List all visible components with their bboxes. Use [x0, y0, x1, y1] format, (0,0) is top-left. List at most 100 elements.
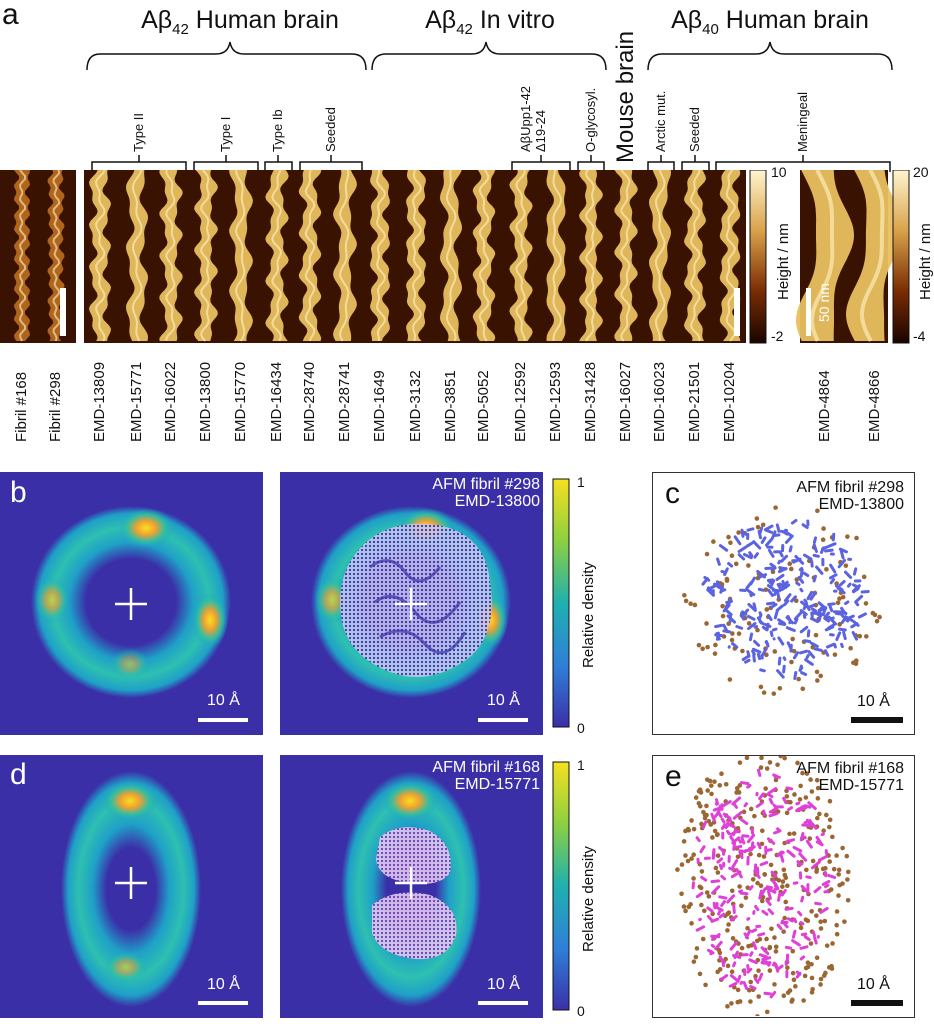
atom-dot [688, 902, 693, 907]
atom-dot [767, 760, 773, 765]
height-bar2-label: Height / nm [917, 223, 934, 300]
atom-dot [724, 578, 730, 583]
bond-line [753, 639, 761, 647]
bond-line [764, 537, 774, 547]
bond-line [739, 781, 750, 786]
atom-dot [843, 563, 849, 568]
bracket-arctic [647, 155, 675, 172]
atom-dot [824, 567, 829, 572]
bond-line [802, 571, 810, 578]
strip-label: EMD-31428 [582, 361, 599, 442]
atom-dot [809, 789, 815, 794]
atom-dot [675, 867, 680, 872]
atom-dot [723, 956, 728, 962]
bond-line [749, 576, 756, 586]
atom-dot [713, 865, 719, 871]
bond-line [753, 552, 759, 559]
atom-dot [818, 976, 824, 982]
bond-line [761, 647, 768, 656]
bond-line [716, 810, 723, 819]
atom-dot [712, 779, 717, 784]
atom-dot [699, 902, 704, 908]
bond-line [779, 854, 785, 863]
fibril-strip [406, 170, 426, 341]
bracket-meningeal [715, 155, 891, 172]
atom-dot [729, 553, 735, 559]
atom-dot [759, 898, 765, 904]
bond-line [706, 948, 715, 955]
bond-line [767, 890, 772, 900]
atom-dot [801, 998, 806, 1003]
atom-dot [784, 788, 789, 794]
bond-line [714, 623, 724, 629]
bond-line [846, 582, 852, 588]
bond-line [809, 641, 819, 648]
atom-dot [798, 783, 803, 789]
bond-line [695, 891, 704, 899]
atom-dot [793, 984, 798, 989]
atom-dot [764, 652, 769, 658]
bond-line [776, 850, 785, 858]
bond-line [728, 981, 738, 988]
bond-line [791, 939, 801, 947]
atom-dot [700, 646, 705, 652]
bond-line [710, 917, 720, 923]
bond-line [717, 804, 722, 813]
fibril-strip [846, 170, 904, 341]
bond-line [790, 518, 798, 525]
atom-dot [710, 835, 715, 840]
bond-line [758, 792, 765, 801]
atom-dot [784, 810, 790, 816]
scale-label-50nm: 50 nm [816, 283, 832, 322]
strip-label: EMD-16027 [617, 361, 634, 442]
atom-dot [789, 999, 795, 1004]
bond-line [799, 945, 809, 950]
bond-line [768, 797, 774, 805]
bond-line [765, 885, 773, 890]
atom-dot [772, 982, 777, 987]
atom-dot [796, 676, 801, 682]
strip-label: EMD-16022 [162, 361, 179, 442]
atom-dot [714, 832, 720, 838]
panel-letter-c: c [665, 477, 680, 510]
bond-line [767, 588, 775, 597]
atom-dot [842, 919, 847, 924]
bond-line [782, 664, 786, 674]
bond-line [838, 580, 846, 587]
bond-line [764, 640, 770, 646]
bond-line [722, 800, 732, 807]
bond-line [769, 602, 778, 609]
bond-line [799, 587, 804, 593]
scale-label-b-right: 10 Å [487, 692, 520, 709]
bond-line [743, 802, 749, 808]
sub-label-arctic: Arctic mut. [653, 90, 668, 152]
atom-dot [870, 610, 876, 616]
fibril-strip [265, 170, 289, 341]
atom-dot [823, 812, 829, 818]
bond-line [723, 567, 729, 577]
bond-line [760, 960, 771, 966]
atom-dot [759, 828, 765, 834]
bond-line [757, 972, 764, 982]
atom-dot [805, 960, 811, 965]
atom-dot [863, 601, 869, 606]
bond-line [792, 651, 800, 660]
atom-dot [791, 831, 797, 836]
density-d-min: 0 [577, 1003, 585, 1019]
atom-dot [694, 946, 700, 951]
bond-line [746, 650, 751, 658]
bond-line [795, 971, 802, 979]
bond-line [827, 873, 837, 879]
bond-line [767, 787, 778, 795]
bond-line [827, 602, 836, 606]
atom-dot [756, 852, 762, 858]
bond-line [753, 869, 761, 879]
bond-line [778, 566, 788, 571]
bond-line [827, 542, 837, 548]
atom-dot [761, 854, 767, 859]
bond-line [806, 629, 811, 638]
bond-line [793, 617, 799, 625]
atom-dot [785, 965, 790, 971]
atom-dot [735, 789, 740, 794]
bond-line [718, 895, 728, 900]
